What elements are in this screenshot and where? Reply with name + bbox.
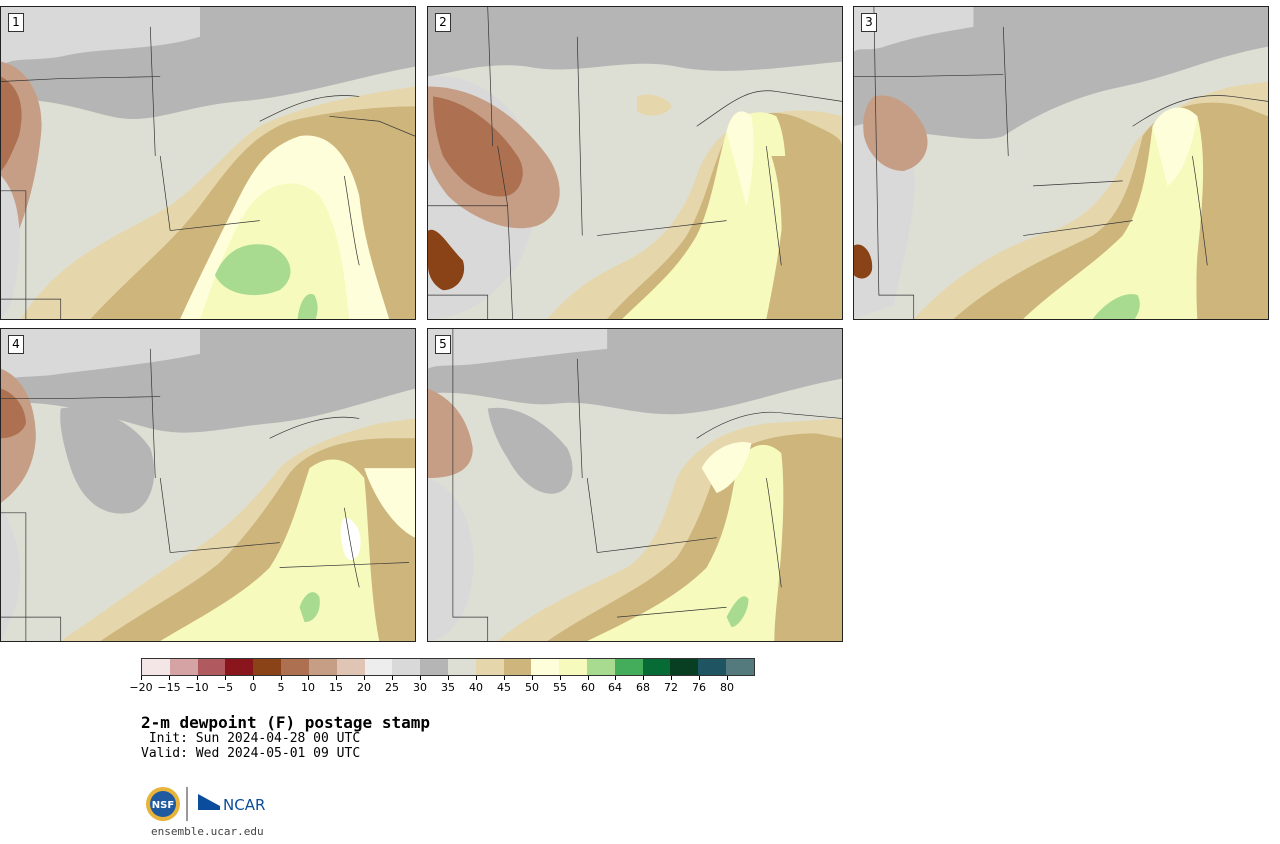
colorbar-tick <box>225 676 226 680</box>
colorbar-tick <box>476 676 477 680</box>
ncar-logo-icon <box>198 794 220 810</box>
dewpoint-map-5 <box>428 329 842 641</box>
colorbar-tick-label: 15 <box>329 681 343 694</box>
colorbar-tick <box>699 676 700 680</box>
colorbar-tick <box>448 676 449 680</box>
colorbar-tick <box>588 676 589 680</box>
dewpoint-map-1 <box>1 7 415 319</box>
colorbar-swatch <box>559 659 587 675</box>
colorbar-tick-label: 35 <box>441 681 455 694</box>
colorbar-tick <box>420 676 421 680</box>
colorbar-tick-label: 0 <box>249 681 257 694</box>
panel-number-label: 4 <box>8 335 24 354</box>
colorbar-tick-label: 45 <box>497 681 511 694</box>
colorbar-tick-label: 10 <box>301 681 315 694</box>
ncar-logo-text: NCAR <box>223 796 265 814</box>
colorbar-tick-label: −15 <box>157 681 181 694</box>
colorbar-tick <box>197 676 198 680</box>
panel-number-label: 1 <box>8 13 24 32</box>
colorbar-swatch <box>308 659 337 675</box>
colorbar-tick <box>281 676 282 680</box>
colorbar-swatch <box>420 659 448 675</box>
colorbar-swatch <box>670 659 699 675</box>
nsf-logo-text: NSF <box>152 800 174 811</box>
panel-number-label: 3 <box>861 13 877 32</box>
colorbar-swatch <box>614 659 643 675</box>
colorbar-tick-label: −5 <box>216 681 234 694</box>
colorbar-tick <box>615 676 616 680</box>
init-time: Init: Sun 2024-04-28 00 UTC <box>141 731 361 746</box>
panel-number-label: 2 <box>435 13 451 32</box>
colorbar-tick-label: −20 <box>129 681 153 694</box>
colorbar-tick <box>364 676 365 680</box>
colorbar-swatch <box>698 659 727 675</box>
colorbar-tick <box>141 676 142 680</box>
colorbar-tick-label: 5 <box>277 681 285 694</box>
colorbar-tick-label: 80 <box>720 681 734 694</box>
colorbar-tick-label: 20 <box>357 681 371 694</box>
dewpoint-map-2 <box>428 7 842 319</box>
ensemble-member-panel-2: 2 <box>427 6 843 320</box>
colorbar-swatch <box>253 659 282 675</box>
colorbar-tick-label: 68 <box>636 681 650 694</box>
colorbar-tick <box>336 676 337 680</box>
ensemble-member-panel-1: 1 <box>0 6 416 320</box>
colorbar-tick-label: 50 <box>525 681 539 694</box>
colorbar-tick <box>643 676 644 680</box>
ensemble-member-panel-5: 5 <box>427 328 843 642</box>
ensemble-member-panel-3: 3 <box>853 6 1269 320</box>
colorbar-tick <box>253 676 254 680</box>
colorbar-swatch <box>169 659 198 675</box>
colorbar-swatch <box>475 659 504 675</box>
colorbar-swatch <box>726 659 754 675</box>
colorbar-tick-label: 64 <box>608 681 622 694</box>
colorbar-tick-label: 30 <box>413 681 427 694</box>
colorbar-swatch <box>142 659 170 675</box>
website-url: ensemble.ucar.edu <box>151 825 264 838</box>
colorbar-tick-label: 72 <box>664 681 678 694</box>
nsf-ncar-logo: NSF NCAR <box>146 787 265 821</box>
colorbar-tick-labels: −20 −15 −10 −5 0 5 10 15 20 25 30 35 40 45 50 55 60 64 68 7… <box>129 676 755 696</box>
colorbar-tick <box>560 676 561 680</box>
colorbar-swatch <box>392 659 421 675</box>
colorbar-swatch <box>281 659 309 675</box>
colorbar-tick-label: 25 <box>385 681 399 694</box>
colorbar-tick <box>504 676 505 680</box>
colorbar-tick <box>392 676 393 680</box>
dewpoint-colorbar <box>141 658 755 676</box>
colorbar-swatch <box>642 659 671 675</box>
colorbar-tick-label: −10 <box>185 681 209 694</box>
colorbar-swatch <box>531 659 560 675</box>
colorbar-tick <box>169 676 170 680</box>
colorbar-swatch <box>503 659 532 675</box>
ensemble-member-panel-4: 4 <box>0 328 416 642</box>
colorbar-swatch <box>364 659 393 675</box>
valid-time: Valid: Wed 2024-05-01 09 UTC <box>141 746 361 761</box>
dewpoint-map-4 <box>1 329 415 641</box>
colorbar-swatch <box>197 659 226 675</box>
colorbar-swatch <box>225 659 254 675</box>
colorbar-tick <box>727 676 728 680</box>
colorbar-tick-label: 55 <box>553 681 567 694</box>
colorbar-tick <box>671 676 672 680</box>
colorbar-tick <box>532 676 533 680</box>
colorbar-tick <box>308 676 309 680</box>
colorbar-swatch <box>447 659 476 675</box>
colorbar-tick-label: 60 <box>581 681 595 694</box>
panel-number-label: 5 <box>435 335 451 354</box>
colorbar-swatch <box>336 659 365 675</box>
colorbar-tick-label: 76 <box>692 681 706 694</box>
colorbar-swatch <box>587 659 615 675</box>
dewpoint-map-3 <box>854 7 1268 319</box>
colorbar-tick-label: 40 <box>469 681 483 694</box>
plot-title: 2-m dewpoint (F) postage stamp <box>141 713 430 732</box>
